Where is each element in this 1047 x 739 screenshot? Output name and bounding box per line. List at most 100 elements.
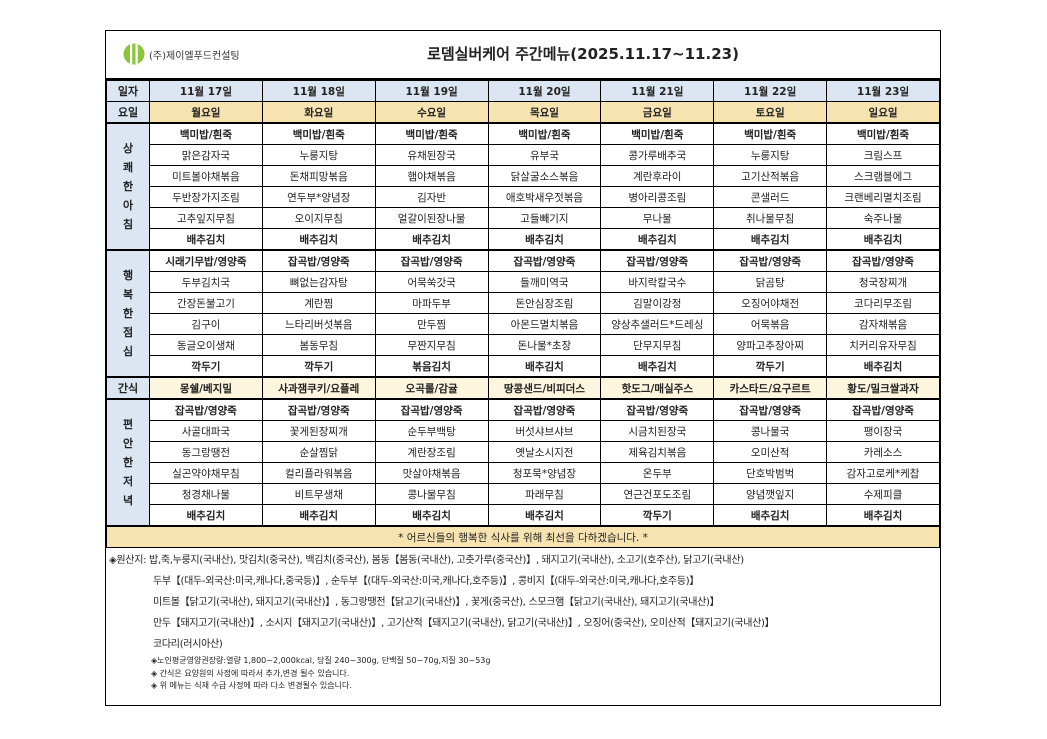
footnote-line: ◈ 위 메뉴는 식재 수급 사정에 따라 다소 변경될수 있습니다. <box>151 681 352 690</box>
breakfast-menu-item: 백미밥/흰죽 <box>374 122 489 145</box>
breakfast-menu-item: 애호박새우젓볶음 <box>487 186 602 208</box>
lunch-menu-item: 잡곡밥/영양죽 <box>374 249 489 272</box>
breakfast-menu-item: 병아리콩조림 <box>600 186 715 208</box>
dinner-menu-item: 청경채나물 <box>149 483 263 505</box>
breakfast-menu-item: 닭살굴소스볶음 <box>487 165 602 187</box>
lunch-menu-item: 치커리유자무침 <box>826 334 940 356</box>
breakfast-menu-item: 배추김치 <box>487 228 602 251</box>
breakfast-menu-item: 누룽지탕 <box>261 144 376 166</box>
breakfast-menu-item: 배추김치 <box>149 228 263 251</box>
dinner-menu-item: 잡곡밥/영양죽 <box>600 398 715 421</box>
breakfast-menu-item: 김자반 <box>374 186 489 208</box>
snack-cell: 핫도그/매실주스 <box>600 376 715 400</box>
lunch-menu-item: 어묵쑥갓국 <box>374 271 489 293</box>
lunch-menu-item: 돈나물*초장 <box>487 334 602 356</box>
dinner-menu-item: 컬리플라워볶음 <box>261 462 376 484</box>
dinner-menu-item: 잡곡밥/영양죽 <box>261 398 376 421</box>
table-row: * 어르신들의 행복한 식사를 위해 최선을 다하겠습니다. * <box>106 525 940 548</box>
date-cell: 11월 22일 <box>713 80 828 102</box>
breakfast-menu-item: 배추김치 <box>600 228 715 251</box>
dinner-menu-item: 순살찜닭 <box>261 441 376 463</box>
dinner-menu-item: 카레소스 <box>826 441 940 463</box>
snack-cell: 사과잼쿠키/요플레 <box>261 376 376 400</box>
lunch-menu-item: 무짠지무침 <box>374 334 489 356</box>
table-row: 간식 몽쉘/베지밀 사과잼쿠키/요플레 오곡롤/감귤 땅콩샌드/비피더스 핫도그/매실주스… <box>106 376 940 400</box>
dinner-label: 편안한저녁 <box>122 418 134 507</box>
table-row: 실곤약야채무침 컬리플라워볶음 맛살야채볶음 청포묵*양념장 온두부 단호박범벅 감자고로케… <box>107 462 940 484</box>
lunch-menu-item: 오징어야채전 <box>713 292 828 314</box>
lunch-menu-item: 잡곡밥/영양죽 <box>713 249 828 272</box>
breakfast-menu-item: 배추김치 <box>826 228 940 251</box>
breakfast-menu-item: 고들빼기지 <box>487 207 602 229</box>
dinner-menu-item: 단호박범벅 <box>713 462 828 484</box>
breakfast-menu-item: 취나물무침 <box>713 207 828 229</box>
table-row: 요일 월요일 화요일 수요일 목요일 금요일 토요일 일요일 <box>106 101 940 124</box>
lunch-menu-item: 깍두기 <box>261 355 376 378</box>
dinner-menu-item: 꽃게된장찌개 <box>261 420 376 442</box>
table-row: 고추잎지무침 오이지무침 얼갈이된장나물 고들빼기지 무나물 취나물무침 숙주나물 <box>107 207 940 229</box>
dinner-label-cell: 편안한저녁 <box>106 398 150 527</box>
origin-line: ◈원산지: 밥,죽,누룽지(국내산), 맛김치(중국산), 백김치(중국산), … <box>109 555 744 566</box>
lunch-label-cell: 행복한점심 <box>106 249 150 378</box>
dinner-menu-item: 배추김치 <box>487 504 602 527</box>
menu-table: 일자 11월 17일 11월 18일 11월 19일 11월 20일 11월 21일 11월… <box>106 80 940 548</box>
lunch-menu-item: 단무지무침 <box>600 334 715 356</box>
dinner-menu-item: 실곤약야채무침 <box>149 462 263 484</box>
dinner-menu-item: 배추김치 <box>261 504 376 527</box>
snack-cell: 카스타드/요구르트 <box>713 376 828 400</box>
weekday-cell: 월요일 <box>149 101 263 124</box>
snack-cell: 황도/밀크쌀과자 <box>826 376 940 400</box>
dinner-menu-item: 잡곡밥/영양죽 <box>826 398 940 421</box>
weekday-cell: 화요일 <box>261 101 376 124</box>
breakfast-menu-item: 고기산적볶음 <box>713 165 828 187</box>
lunch-menu-item: 돈안심장조림 <box>487 292 602 314</box>
breakfast-menu-item: 배추김치 <box>374 228 489 251</box>
dinner-menu-item: 잡곡밥/영양죽 <box>374 398 489 421</box>
weekday-cell: 일요일 <box>826 101 940 124</box>
dinner-menu-item: 팽이장국 <box>826 420 940 442</box>
breakfast-menu-item: 누룽지탕 <box>713 144 828 166</box>
breakfast-menu-item: 스크램블에그 <box>826 165 940 187</box>
company-name: (주)제이엘푸드컨설팅 <box>149 50 240 62</box>
breakfast-menu-item: 백미밥/흰죽 <box>261 122 376 145</box>
lunch-menu-item: 마파두부 <box>374 292 489 314</box>
origin-notes: ◈원산지: 밥,죽,누룽지(국내산), 맛김치(중국산), 백김치(중국산), … <box>106 548 940 655</box>
date-cell: 11월 17일 <box>149 80 263 102</box>
dinner-menu-item: 연근건포도조림 <box>600 483 715 505</box>
date-cell: 11월 23일 <box>826 80 940 102</box>
dinner-menu-item: 맛살야채볶음 <box>374 462 489 484</box>
breakfast-menu-item: 크림스프 <box>826 144 940 166</box>
logo-icon <box>123 43 145 65</box>
breakfast-menu-item: 햄야채볶음 <box>374 165 489 187</box>
dinner-menu-item: 깍두기 <box>600 504 715 527</box>
lunch-label: 행복한점심 <box>122 269 134 358</box>
dinner-menu-item: 비트무생채 <box>261 483 376 505</box>
date-cell: 11월 19일 <box>374 80 489 102</box>
breakfast-menu-item: 배추김치 <box>713 228 828 251</box>
breakfast-menu-item: 미트볼야채볶음 <box>149 165 263 187</box>
lunch-menu-item: 김말이강정 <box>600 292 715 314</box>
table-row: 맑은감자국 누룽지탕 유채된장국 유부국 콩가루배추국 누룽지탕 크림스프 <box>107 144 940 166</box>
dinner-menu-item: 배추김치 <box>374 504 489 527</box>
breakfast-menu-item: 백미밥/흰죽 <box>713 122 828 145</box>
date-cell: 11월 18일 <box>261 80 376 102</box>
lunch-menu-item: 양파고추장아찌 <box>713 334 828 356</box>
dinner-menu-item: 잡곡밥/영양죽 <box>487 398 602 421</box>
breakfast-menu-item: 오이지무침 <box>261 207 376 229</box>
date-cell: 11월 20일 <box>487 80 602 102</box>
lunch-menu-item: 시래기무밥/영양죽 <box>149 249 263 272</box>
breakfast-menu-item: 숙주나물 <box>826 207 940 229</box>
lunch-menu-item: 느타리버섯볶음 <box>261 313 376 335</box>
table-row: 배추김치 배추김치 배추김치 배추김치 배추김치 배추김치 배추김치 <box>107 228 940 251</box>
dinner-menu-item: 시금치된장국 <box>600 420 715 442</box>
dinner-menu-item: 온두부 <box>600 462 715 484</box>
lunch-menu-item: 두부김치국 <box>149 271 263 293</box>
breakfast-label: 상쾌한아침 <box>122 142 134 231</box>
dinner-menu-item: 배추김치 <box>149 504 263 527</box>
lunch-menu-item: 양상추샐러드*드레싱 <box>600 313 715 335</box>
day-label: 요일 <box>106 101 150 124</box>
table-row: 일자 11월 17일 11월 18일 11월 19일 11월 20일 11월 21일 11월… <box>106 80 940 102</box>
lunch-menu-item: 볶음김치 <box>374 355 489 378</box>
breakfast-menu-item: 콩가루배추국 <box>600 144 715 166</box>
lunch-menu-item: 김구이 <box>149 313 263 335</box>
